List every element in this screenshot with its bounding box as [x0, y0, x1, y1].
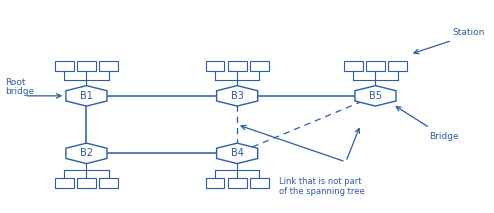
Bar — [77, 61, 96, 71]
Text: B3: B3 — [231, 91, 244, 101]
Bar — [99, 61, 118, 71]
Bar — [228, 61, 247, 71]
Bar — [388, 61, 407, 71]
Bar — [77, 178, 96, 188]
Text: Station: Station — [452, 28, 485, 37]
Polygon shape — [355, 86, 396, 106]
Polygon shape — [66, 143, 107, 164]
Bar — [250, 178, 269, 188]
Polygon shape — [66, 86, 107, 106]
Text: B5: B5 — [369, 91, 382, 101]
Text: B2: B2 — [80, 148, 93, 158]
Polygon shape — [216, 143, 258, 164]
Text: B1: B1 — [80, 91, 93, 101]
Bar — [55, 178, 74, 188]
Bar — [250, 61, 269, 71]
Text: Bridge: Bridge — [429, 132, 458, 141]
Bar — [55, 61, 74, 71]
Bar — [344, 61, 363, 71]
Bar — [206, 61, 224, 71]
Text: Root: Root — [5, 78, 25, 86]
Bar — [99, 178, 118, 188]
Bar — [366, 61, 385, 71]
Bar — [206, 178, 224, 188]
Text: B4: B4 — [231, 148, 244, 158]
Text: Link that is not part
of the spanning tree: Link that is not part of the spanning tr… — [279, 177, 365, 196]
Polygon shape — [216, 86, 258, 106]
Text: bridge: bridge — [5, 87, 34, 96]
Bar — [228, 178, 247, 188]
